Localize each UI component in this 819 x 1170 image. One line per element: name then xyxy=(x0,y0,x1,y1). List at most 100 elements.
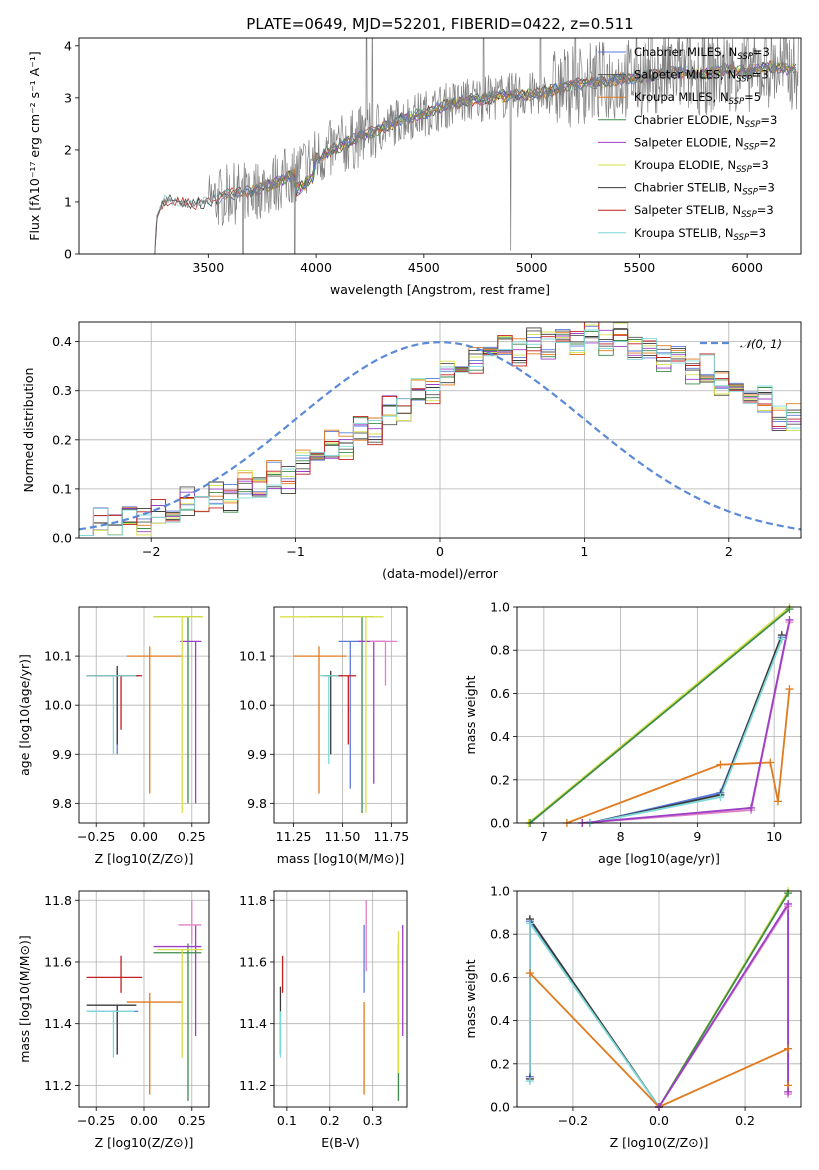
x-tick-label: 0.25 xyxy=(178,829,206,844)
axes-frame xyxy=(78,606,210,824)
x-tick-label: 5500 xyxy=(623,260,655,275)
y-tick-label: 9.8 xyxy=(247,796,267,811)
y-tick-label: 10.0 xyxy=(239,698,267,713)
y-axis-label: age [log10(age/yr)] xyxy=(17,654,32,776)
axes-frame xyxy=(78,37,802,255)
y-tick-label: 0.0 xyxy=(52,531,72,546)
axes-frame xyxy=(78,890,210,1108)
legend-entry: Chabrier STELIB, NSSP=3 xyxy=(634,181,775,198)
x-axis-label: E(B-V) xyxy=(321,1135,360,1150)
axes-frame xyxy=(273,606,408,824)
y-axis-label: mass weight xyxy=(463,675,478,754)
x-tick-label: 0.25 xyxy=(178,1113,206,1128)
gridlines xyxy=(79,607,209,823)
y-tick-label: 0.4 xyxy=(52,334,72,349)
x-tick-label: 9 xyxy=(693,829,701,844)
x-tick-label: 0 xyxy=(436,544,444,559)
y-tick-label: 0.1 xyxy=(52,481,72,496)
x-tick-label: −2 xyxy=(142,544,160,559)
legend: Chabrier MILES, NSSP=3 Salpeter MILES, NS… xyxy=(598,45,777,243)
y-tick-label: 1.0 xyxy=(490,600,510,615)
legend-entry: Kroupa ELODIE, NSSP=3 xyxy=(634,158,769,175)
y-tick-label: 11.6 xyxy=(239,954,267,969)
y-tick-label: 0 xyxy=(64,247,72,262)
plot-area xyxy=(86,900,204,1101)
x-tick-label: 0.00 xyxy=(130,1113,158,1128)
y-tick-label: 11.4 xyxy=(239,1016,267,1031)
y-tick-label: 0.8 xyxy=(490,643,510,658)
weight-marker xyxy=(785,605,794,614)
weight-marker xyxy=(784,1044,793,1053)
y-tick-label: 1.0 xyxy=(490,884,510,899)
y-axis-label: Normed distribution xyxy=(21,368,36,493)
y-tick-label: 11.6 xyxy=(44,954,72,969)
x-tick-label: −0.25 xyxy=(77,829,115,844)
legend-entry: Chabrier MILES, NSSP=3 xyxy=(634,45,770,62)
plot-area xyxy=(527,607,791,823)
weight-marker xyxy=(777,635,786,644)
massweight-vs-z-axes: −0.2 0.0 0.2 0.0 0.2 0.4 0.6 0.8 1.0 Z [log10(Z/Z… xyxy=(463,884,802,1150)
weight-marker xyxy=(766,758,775,767)
y-tick-label: 1 xyxy=(64,194,72,209)
y-tick-label: 4 xyxy=(64,38,72,53)
y-tick-label: 10.0 xyxy=(44,698,72,713)
y-tick-label: 9.9 xyxy=(52,747,72,762)
age-vs-z-axes: −0.25 0.00 0.25 9.8 9.9 10.0 10.1 Z [log10(Z/Z⊙… xyxy=(17,606,210,866)
x-axis-label: Z [log10(Z/Z⊙)] xyxy=(95,1135,194,1150)
x-tick-label: 11.50 xyxy=(325,829,361,844)
x-tick-label: 0.0 xyxy=(649,1113,669,1128)
y-tick-label: 11.8 xyxy=(44,893,72,908)
legend-entry: Kroupa MILES, NSSP=5 xyxy=(634,90,761,107)
x-tick-label: 11.75 xyxy=(373,829,409,844)
histogram-step xyxy=(79,327,801,536)
weight-line xyxy=(529,608,791,823)
y-axis-label: Flux [fλ10⁻¹⁷ erg cm⁻² s⁻¹ A⁻¹] xyxy=(27,51,42,240)
x-tick-label: 7 xyxy=(540,829,548,844)
x-axis-label: mass [log10(M/M⊙)] xyxy=(277,851,405,866)
legend-entry: Salpeter ELODIE, NSSP=2 xyxy=(634,135,776,152)
y-tick-label: 9.8 xyxy=(52,796,72,811)
x-tick-label: −1 xyxy=(286,544,304,559)
weight-marker xyxy=(525,969,534,978)
y-tick-label: 0.4 xyxy=(490,729,510,744)
axes-frame xyxy=(78,321,802,539)
x-tick-label: 4000 xyxy=(300,260,332,275)
x-tick-label: 0.00 xyxy=(130,829,158,844)
y-tick-label: 11.2 xyxy=(44,1078,72,1093)
y-tick-label: 9.9 xyxy=(247,747,267,762)
y-tick-label: 2 xyxy=(64,142,72,157)
x-axis-label: age [log10(age/yr)] xyxy=(598,851,720,866)
mass-vs-ebv-axes: 0.1 0.2 0.3 11.2 11.4 11.6 11.8 E(B-V) xyxy=(239,890,408,1150)
gridlines xyxy=(517,890,801,1108)
legend-entry: Salpeter MILES, NSSP=3 xyxy=(634,68,769,85)
weight-marker xyxy=(716,793,725,802)
y-axis-label: mass [log10(M/M⊙)] xyxy=(17,935,32,1063)
histogram-step xyxy=(79,329,801,536)
data-spectrum-line xyxy=(154,38,799,254)
y-tick-label: 0.4 xyxy=(490,1013,510,1028)
x-tick-label: 8 xyxy=(617,829,625,844)
x-axis-label: wavelength [Angstrom, rest frame] xyxy=(330,282,550,297)
y-tick-label: 0.2 xyxy=(490,1056,510,1071)
histogram-step xyxy=(79,322,801,536)
x-tick-label: 2 xyxy=(725,544,733,559)
plot-area xyxy=(154,38,799,254)
y-tick-label: 3 xyxy=(64,90,72,105)
y-tick-label: 0.8 xyxy=(490,927,510,942)
x-axis-label: (data-model)/error xyxy=(382,566,499,581)
plot-area xyxy=(86,616,204,814)
x-tick-label: 3500 xyxy=(192,260,224,275)
legend-entry: 𝒩(0, 1) xyxy=(740,337,782,351)
gridlines xyxy=(274,891,407,1107)
spectrum-axes: 3500 4000 4500 5000 5500 6000 0 1 2 3 4 wavelength … xyxy=(27,37,802,297)
plot-area xyxy=(279,616,398,814)
y-tick-label: 0.2 xyxy=(490,772,510,787)
axes-frame xyxy=(516,890,802,1108)
x-tick-label: 0.2 xyxy=(320,1113,340,1128)
x-axis-label: Z [log10(Z/Z⊙)] xyxy=(610,1135,709,1150)
y-tick-label: 0.3 xyxy=(52,383,72,398)
y-tick-label: 10.1 xyxy=(239,649,267,664)
y-tick-label: 10.1 xyxy=(44,649,72,664)
weight-marker xyxy=(785,615,794,624)
plot-area xyxy=(79,322,801,536)
